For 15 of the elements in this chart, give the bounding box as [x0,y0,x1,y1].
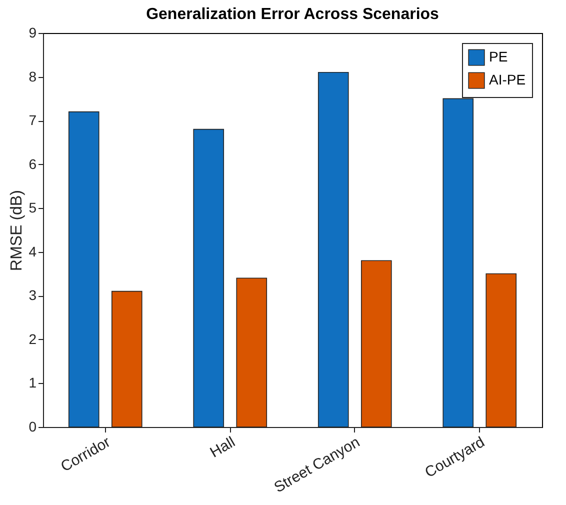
y-tick-label: 2 [28,330,37,347]
y-tick-label: 6 [28,156,37,172]
legend-label: AI-PE [489,72,526,88]
y-tick-label: 0 [28,418,37,434]
chart-title: Generalization Error Across Scenarios [146,6,440,23]
y-tick-label: 5 [28,200,37,216]
legend-label: PE [489,48,508,64]
y-tick-label: 4 [28,243,37,260]
y-tick-label: 1 [28,374,37,391]
y-axis-title: RMSE (dB) [8,190,26,271]
y-tick-label: 3 [28,287,37,304]
y-tick-label: 9 [28,24,37,40]
y-tick-label: 8 [28,68,37,84]
x-tick-label: Hall [207,434,238,462]
y-tick-label: 7 [28,112,37,128]
